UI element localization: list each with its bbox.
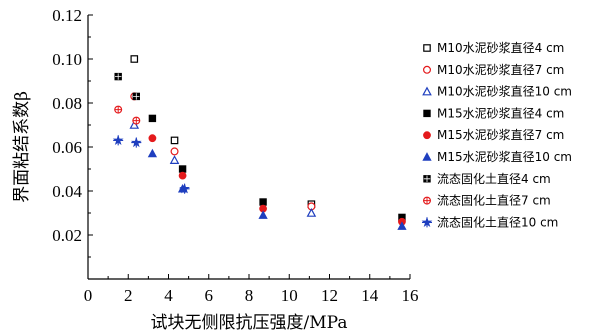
data-point-s2-p2 bbox=[170, 147, 179, 156]
legend-marker-5 bbox=[423, 131, 431, 140]
data-point-s9-p1 bbox=[112, 134, 124, 146]
legend-marker-2 bbox=[423, 65, 432, 74]
y-axis-title: 界面粘结系数β bbox=[12, 91, 32, 203]
data-point-s4-p3 bbox=[259, 198, 267, 206]
x-axis-title: 试块无侧限抗压强度/MPa bbox=[151, 313, 348, 333]
legend-label-2: M10水泥砂浆直径7 cm bbox=[437, 62, 564, 77]
y-tick-label: 0.10 bbox=[52, 50, 82, 69]
legend-label-1: M10水泥砂浆直径4 cm bbox=[437, 40, 564, 55]
x-tick-label: 10 bbox=[281, 286, 298, 305]
data-point-s1-p2 bbox=[170, 136, 179, 145]
legend-label-3: M10水泥砂浆直径10 cm bbox=[437, 84, 572, 99]
data-point-s3-p1 bbox=[129, 119, 140, 129]
x-tick-label: 0 bbox=[84, 286, 93, 305]
x-tick-label: 8 bbox=[245, 286, 254, 305]
data-point-s6-p4 bbox=[397, 221, 407, 230]
legend-marker-7 bbox=[423, 175, 431, 183]
x-tick-label: 14 bbox=[361, 286, 379, 305]
legend-marker-4 bbox=[423, 109, 431, 118]
legend-label-7: 流态固化土直径4 cm bbox=[437, 172, 551, 186]
x-tick-label: 6 bbox=[205, 286, 214, 305]
legend: M10水泥砂浆直径4 cm M10水泥砂浆直径7 cm M10水泥砂浆直径10 cm… bbox=[421, 40, 572, 229]
y-tick-label: 0.06 bbox=[52, 138, 82, 157]
axes: 0 2 4 6 8 10 12 14 16 0.02 0.04 0.06 0.08 0.10 0.12 试块无… bbox=[12, 6, 419, 333]
x-tick-label: 2 bbox=[124, 286, 133, 305]
x-tick-label: 4 bbox=[164, 286, 173, 305]
legend-label-8: 流态固化土直径7 cm bbox=[437, 194, 551, 208]
data-point-s9-p3 bbox=[179, 183, 190, 194]
data-point-s5-p2 bbox=[178, 171, 187, 180]
legend-marker-8 bbox=[423, 196, 432, 205]
legend-label-6: M15水泥砂浆直径10 cm bbox=[437, 149, 572, 164]
legend-marker-6 bbox=[422, 152, 432, 161]
legend-label-9: 流态固化土直径10 cm bbox=[437, 215, 558, 229]
legend-marker-1 bbox=[423, 44, 431, 52]
data-point-s1-p1 bbox=[130, 55, 139, 63]
x-tick-label: 12 bbox=[321, 286, 338, 305]
data-point-s6-p3 bbox=[258, 210, 268, 219]
data-point-s3-p2 bbox=[169, 155, 180, 164]
data-point-s7-p2 bbox=[132, 92, 141, 101]
y-tick-label: 0.04 bbox=[52, 182, 82, 201]
data-point-s3-p3 bbox=[306, 207, 317, 217]
y-tick-label: 0.12 bbox=[52, 6, 82, 25]
x-tick-label: 16 bbox=[402, 286, 419, 305]
legend-marker-3 bbox=[422, 86, 432, 96]
data-point-s8-p1 bbox=[114, 105, 123, 114]
data-point-s9-p2 bbox=[130, 136, 142, 148]
data-point-s6-p1 bbox=[147, 148, 158, 158]
legend-marker-9 bbox=[421, 216, 433, 228]
data-point-s7-p1 bbox=[114, 72, 122, 81]
data-point-s4-p1 bbox=[148, 114, 157, 123]
data-point-s5-p1 bbox=[148, 134, 157, 143]
data-point-s8-p2 bbox=[132, 116, 141, 125]
data-point-s4-p2 bbox=[178, 165, 187, 173]
y-tick-label: 0.08 bbox=[52, 94, 82, 113]
plot-area bbox=[112, 55, 407, 230]
y-tick-label: 0.02 bbox=[52, 226, 82, 245]
legend-label-4: M15水泥砂浆直径4 cm bbox=[437, 105, 564, 120]
legend-label-5: M15水泥砂浆直径7 cm bbox=[437, 127, 564, 142]
